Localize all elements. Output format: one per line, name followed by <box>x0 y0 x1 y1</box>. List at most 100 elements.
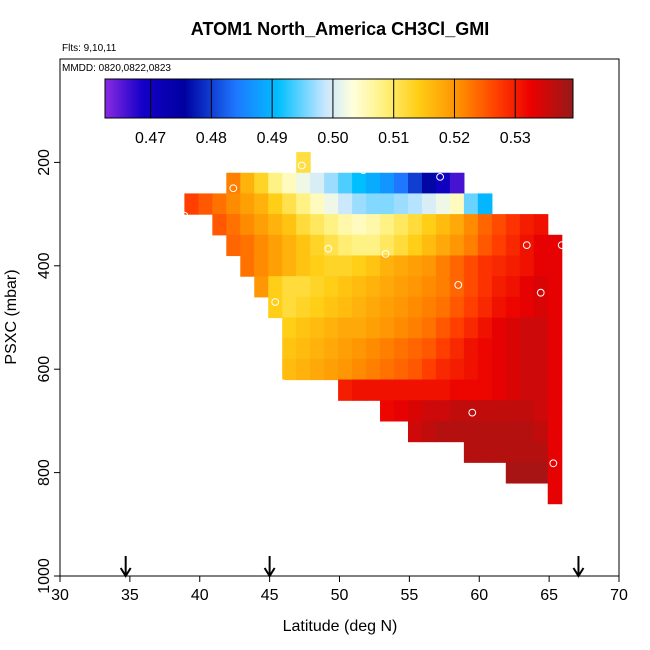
heatmap-cell <box>421 193 437 215</box>
heatmap-cell <box>477 317 493 339</box>
heatmap-cell <box>505 441 521 463</box>
heatmap-cell <box>380 317 395 339</box>
heatmap-cell <box>296 255 311 277</box>
heatmap-cell <box>282 276 297 298</box>
heatmap-cell <box>380 172 395 195</box>
heatmap-cell <box>240 255 255 277</box>
heatmap-cell <box>547 234 563 257</box>
heatmap-cell <box>352 172 367 195</box>
heatmap-cell <box>519 338 535 360</box>
heatmap-cell <box>435 172 451 195</box>
heatmap-cell <box>463 276 479 298</box>
heatmap-cell <box>477 276 493 298</box>
heatmap-cell <box>380 276 395 298</box>
heatmap-cell <box>533 338 549 360</box>
heatmap-cell <box>226 234 241 257</box>
heatmap-cell <box>394 172 409 195</box>
heatmap-cell <box>324 214 339 236</box>
heatmap-cell <box>435 379 451 401</box>
x-axis: 30 35 40 45 50 55 60 65 70 <box>51 576 628 604</box>
heatmap-cell <box>366 255 381 277</box>
heatmap-cell <box>463 441 479 463</box>
heatmap-cells <box>184 152 563 505</box>
heatmap-cell <box>449 358 465 381</box>
heatmap-cell <box>435 338 451 360</box>
heatmap-cell <box>198 193 213 215</box>
sample-point <box>522 241 531 250</box>
heatmap-cell <box>268 296 283 319</box>
heatmap-cell <box>394 296 409 319</box>
heatmap-cell <box>449 172 465 195</box>
heatmap-cell <box>366 214 381 236</box>
heatmap-cell <box>338 358 353 381</box>
heatmap-cell <box>505 420 521 443</box>
heatmap-cell <box>547 255 563 277</box>
heatmap-cell <box>407 338 423 360</box>
heatmap-cell <box>338 296 353 319</box>
heatmap-cell <box>477 358 493 381</box>
heatmap-cell <box>352 358 367 381</box>
heatmap-cell <box>352 338 367 360</box>
heatmap-cell <box>282 317 297 339</box>
heatmap-cell <box>435 420 451 443</box>
heatmap-cell <box>547 420 563 443</box>
heatmap-cell <box>463 317 479 339</box>
heatmap-cell <box>421 338 437 360</box>
heatmap-cell <box>407 317 423 339</box>
heatmap-cell <box>491 400 507 422</box>
heatmap-cell <box>463 338 479 360</box>
heatmap-cell <box>463 255 479 277</box>
heatmap-cell <box>421 255 437 277</box>
heatmap-cell <box>449 296 465 319</box>
heatmap-cell <box>505 462 521 484</box>
y-tick-label: 1000 <box>36 558 53 594</box>
sample-point <box>536 288 545 297</box>
heatmap-cell <box>352 234 367 257</box>
colorbar-gradient <box>104 78 574 119</box>
heatmap-cell <box>310 276 325 298</box>
y-tick-label: 400 <box>36 252 53 279</box>
colorbar-tick-label: 0.53 <box>500 130 531 147</box>
heatmap-cell <box>296 317 311 339</box>
heatmap-cell <box>547 358 563 381</box>
heatmap-cell <box>268 255 283 277</box>
heatmap-cell <box>380 379 395 401</box>
heatmap-cell <box>254 214 269 236</box>
heatmap-cell <box>547 441 563 463</box>
heatmap-cell <box>505 255 521 277</box>
heatmap-cell <box>226 193 241 215</box>
heatmap-cell <box>435 296 451 319</box>
heatmap-cell <box>366 172 381 195</box>
heatmap-cell <box>449 317 465 339</box>
heatmap-cell <box>421 358 437 381</box>
heatmap-cell <box>380 338 395 360</box>
heatmap-cell <box>338 214 353 236</box>
heatmap-cell <box>338 317 353 339</box>
heatmap-cell <box>282 358 297 381</box>
heatmap-cell <box>366 358 381 381</box>
sample-point <box>468 408 477 417</box>
colorbar-tick-label: 0.52 <box>439 130 470 147</box>
heatmap-cell <box>435 193 451 215</box>
sample-point <box>341 410 349 419</box>
heatmap-cell <box>477 296 493 319</box>
heatmap-cell <box>338 255 353 277</box>
sample-point <box>278 379 287 388</box>
heatmap-cell <box>491 358 507 381</box>
heatmap-cell <box>491 338 507 360</box>
heatmap-cell <box>533 379 549 401</box>
heatmap-cell <box>296 338 311 360</box>
heatmap-cell <box>338 193 353 215</box>
heatmap-cell <box>394 400 409 422</box>
heatmap-cell <box>519 276 535 298</box>
heatmap-cell <box>324 276 339 298</box>
heatmap-cell <box>505 276 521 298</box>
heatmap-cell <box>477 214 493 236</box>
heatmap-cell <box>407 255 423 277</box>
heatmap-cell <box>435 234 451 257</box>
heatmap-cell <box>282 214 297 236</box>
heatmap-cell <box>296 358 311 381</box>
heatmap-cell <box>533 462 549 484</box>
heatmap-cell <box>519 296 535 319</box>
